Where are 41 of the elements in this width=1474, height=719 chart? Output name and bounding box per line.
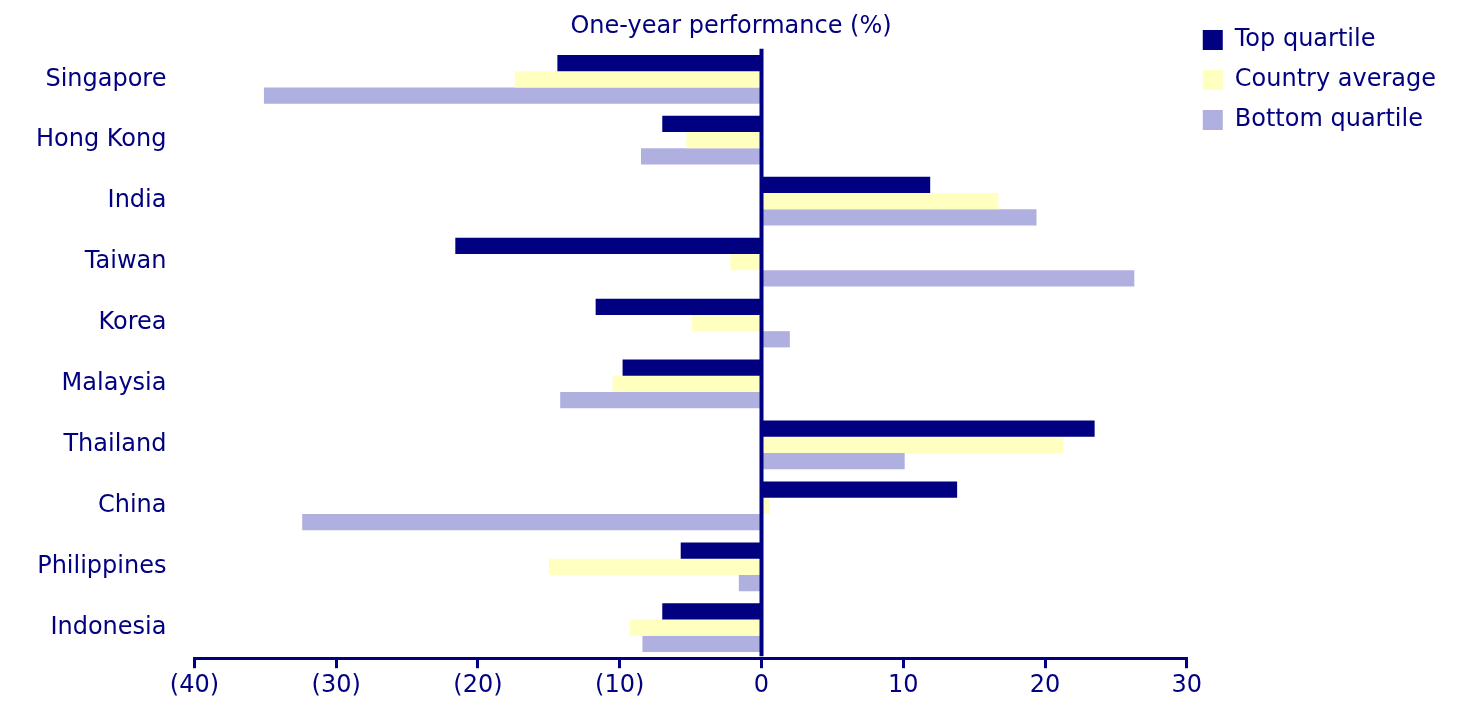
bar [763,436,1064,454]
bar [642,635,761,653]
bar [730,253,761,271]
x-tick-label: (20) [453,669,503,698]
bar [763,331,790,348]
bar [763,270,1135,287]
legend-label: Bottom quartile [1234,104,1423,133]
x-tick-label: 10 [887,669,919,698]
bar [686,132,761,149]
y-tick-label: Indonesia [50,611,167,640]
y-tick-label: Philippines [37,551,167,580]
bar [263,87,761,104]
chart-title: One-year performance (%) [570,10,892,39]
x-tick-label: 0 [753,669,770,698]
y-tick-label: Malaysia [61,368,167,397]
y-tick-label: Taiwan [83,246,167,275]
x-tick-label: 30 [1171,669,1203,698]
bar [548,558,761,575]
x-tick-label: (10) [595,669,645,698]
bar [514,71,761,88]
legend-label: Top quartile [1233,24,1376,53]
legend-label: Country average [1234,64,1437,93]
y-tick-label: India [107,185,167,214]
bar [629,619,761,636]
y-tick-label: Singapore [45,63,167,92]
x-tick-label: (40) [169,669,220,698]
bar [641,148,761,165]
bar [763,209,1037,226]
bar [738,574,761,592]
bar [692,314,761,332]
y-tick-label: Thailand [62,429,167,458]
bar [612,375,761,393]
bar [302,513,761,531]
y-tick-label: Korea [98,307,167,336]
x-tick-label: 20 [1029,669,1061,698]
bar [763,193,999,210]
bar [560,392,761,409]
y-tick-label: Hong Kong [35,124,167,153]
bar [763,453,905,470]
x-tick-label: (30) [311,669,361,698]
y-tick-label: China [97,490,167,519]
